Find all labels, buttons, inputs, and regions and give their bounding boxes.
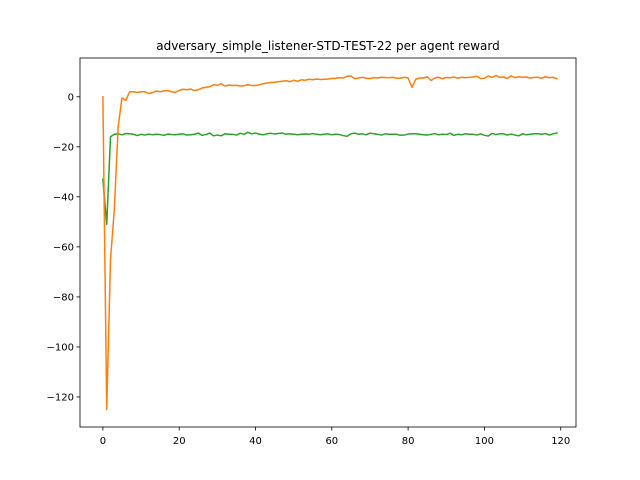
x-tick-label: 120 bbox=[551, 436, 570, 447]
x-axis: 0 20 40 60 80 100 120 bbox=[100, 427, 570, 447]
plot-area: 0 20 40 60 80 100 120 0 −20 −40 −60 −80 −100 −120 bbox=[47, 57, 577, 447]
series-line-green bbox=[102, 131, 558, 226]
series-line-orange bbox=[102, 74, 558, 411]
y-tick-label: −40 bbox=[53, 192, 74, 203]
axes-frame bbox=[79, 57, 577, 428]
x-tick-label: 80 bbox=[402, 436, 415, 447]
x-tick-label: 100 bbox=[475, 436, 494, 447]
y-tick-label: −80 bbox=[53, 292, 74, 303]
y-axis: 0 −20 −40 −60 −80 −100 −120 bbox=[47, 92, 80, 403]
series-layer bbox=[102, 74, 558, 411]
chart-title: adversary_simple_listener-STD-TEST-22 pe… bbox=[156, 39, 500, 53]
y-tick-label: −20 bbox=[53, 142, 74, 153]
y-tick-label: −100 bbox=[47, 342, 74, 353]
y-tick-label: −60 bbox=[53, 242, 74, 253]
x-tick-label: 0 bbox=[100, 436, 106, 447]
y-tick-label: 0 bbox=[68, 92, 74, 103]
x-tick-label: 20 bbox=[173, 436, 186, 447]
y-tick-label: −120 bbox=[47, 392, 74, 403]
x-tick-label: 60 bbox=[325, 436, 338, 447]
x-tick-label: 40 bbox=[249, 436, 262, 447]
